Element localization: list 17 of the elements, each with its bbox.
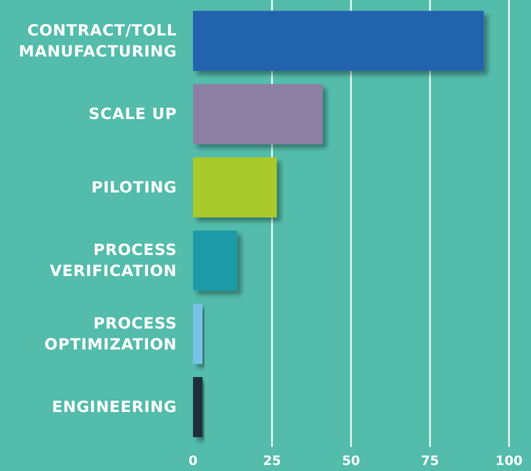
x-tick-label: 75 — [420, 454, 440, 469]
y-tick-label: SCALE UP — [88, 105, 177, 124]
y-tick-label: ENGINEERING — [52, 398, 177, 416]
x-tick-label: 50 — [342, 454, 360, 469]
bar — [193, 377, 202, 438]
x-tick-label: 0 — [188, 454, 198, 469]
y-tick-label: PILOTING — [91, 178, 177, 196]
y-tick-label: PROCESS OPTIMIZATION — [44, 314, 177, 354]
x-tick-label: 100 — [495, 454, 523, 469]
y-tick-label: PROCESS VERIFICATION — [50, 241, 177, 280]
y-tick-label: CONTRACT/TOLL MANUFACTURING — [18, 21, 177, 60]
bar — [193, 157, 277, 218]
x-tick-label: 25 — [262, 454, 282, 469]
bar — [193, 84, 323, 144]
bar — [193, 230, 238, 291]
bar — [193, 10, 484, 71]
bar — [193, 304, 202, 364]
